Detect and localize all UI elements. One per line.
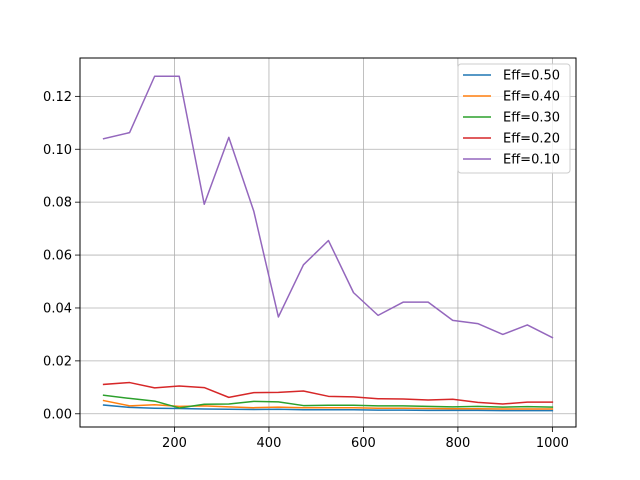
x-tick-label: 800	[445, 436, 470, 451]
x-tick-label: 200	[162, 436, 187, 451]
series-line-eff-0-40	[102, 399, 554, 410]
legend-label: Eff=0.30	[503, 111, 560, 126]
y-tick-label: 0.00	[43, 407, 72, 422]
x-axis: 200 400 600 800 1000	[162, 427, 569, 451]
y-tick-label: 0.10	[43, 143, 72, 158]
y-tick-label: 0.08	[43, 196, 72, 211]
y-tick-label: 0.06	[43, 249, 72, 264]
legend-label: Eff=0.20	[503, 132, 560, 147]
x-tick-label: 1000	[536, 436, 569, 451]
legend-box	[457, 63, 571, 174]
series-line-eff-0-20	[102, 381, 554, 405]
legend: Eff=0.50 Eff=0.40 Eff=0.30 Eff=0.20 Eff=0.10	[457, 63, 571, 174]
y-tick-label: 0.12	[43, 90, 72, 105]
plot-frame	[79, 57, 577, 428]
series-lines	[102, 75, 554, 412]
legend-label: Eff=0.10	[503, 153, 560, 168]
y-tick-label: 0.04	[43, 301, 72, 316]
y-axis: 0.00 0.02 0.04 0.06 0.08 0.10 0.12	[43, 90, 80, 422]
series-line-eff-0-30	[102, 394, 554, 409]
series-line-eff-0-10	[102, 75, 554, 339]
x-tick-label: 600	[351, 436, 376, 451]
legend-label: Eff=0.40	[503, 90, 560, 105]
legend-label: Eff=0.50	[503, 69, 560, 84]
y-tick-label: 0.02	[43, 354, 72, 369]
x-tick-label: 400	[257, 436, 282, 451]
